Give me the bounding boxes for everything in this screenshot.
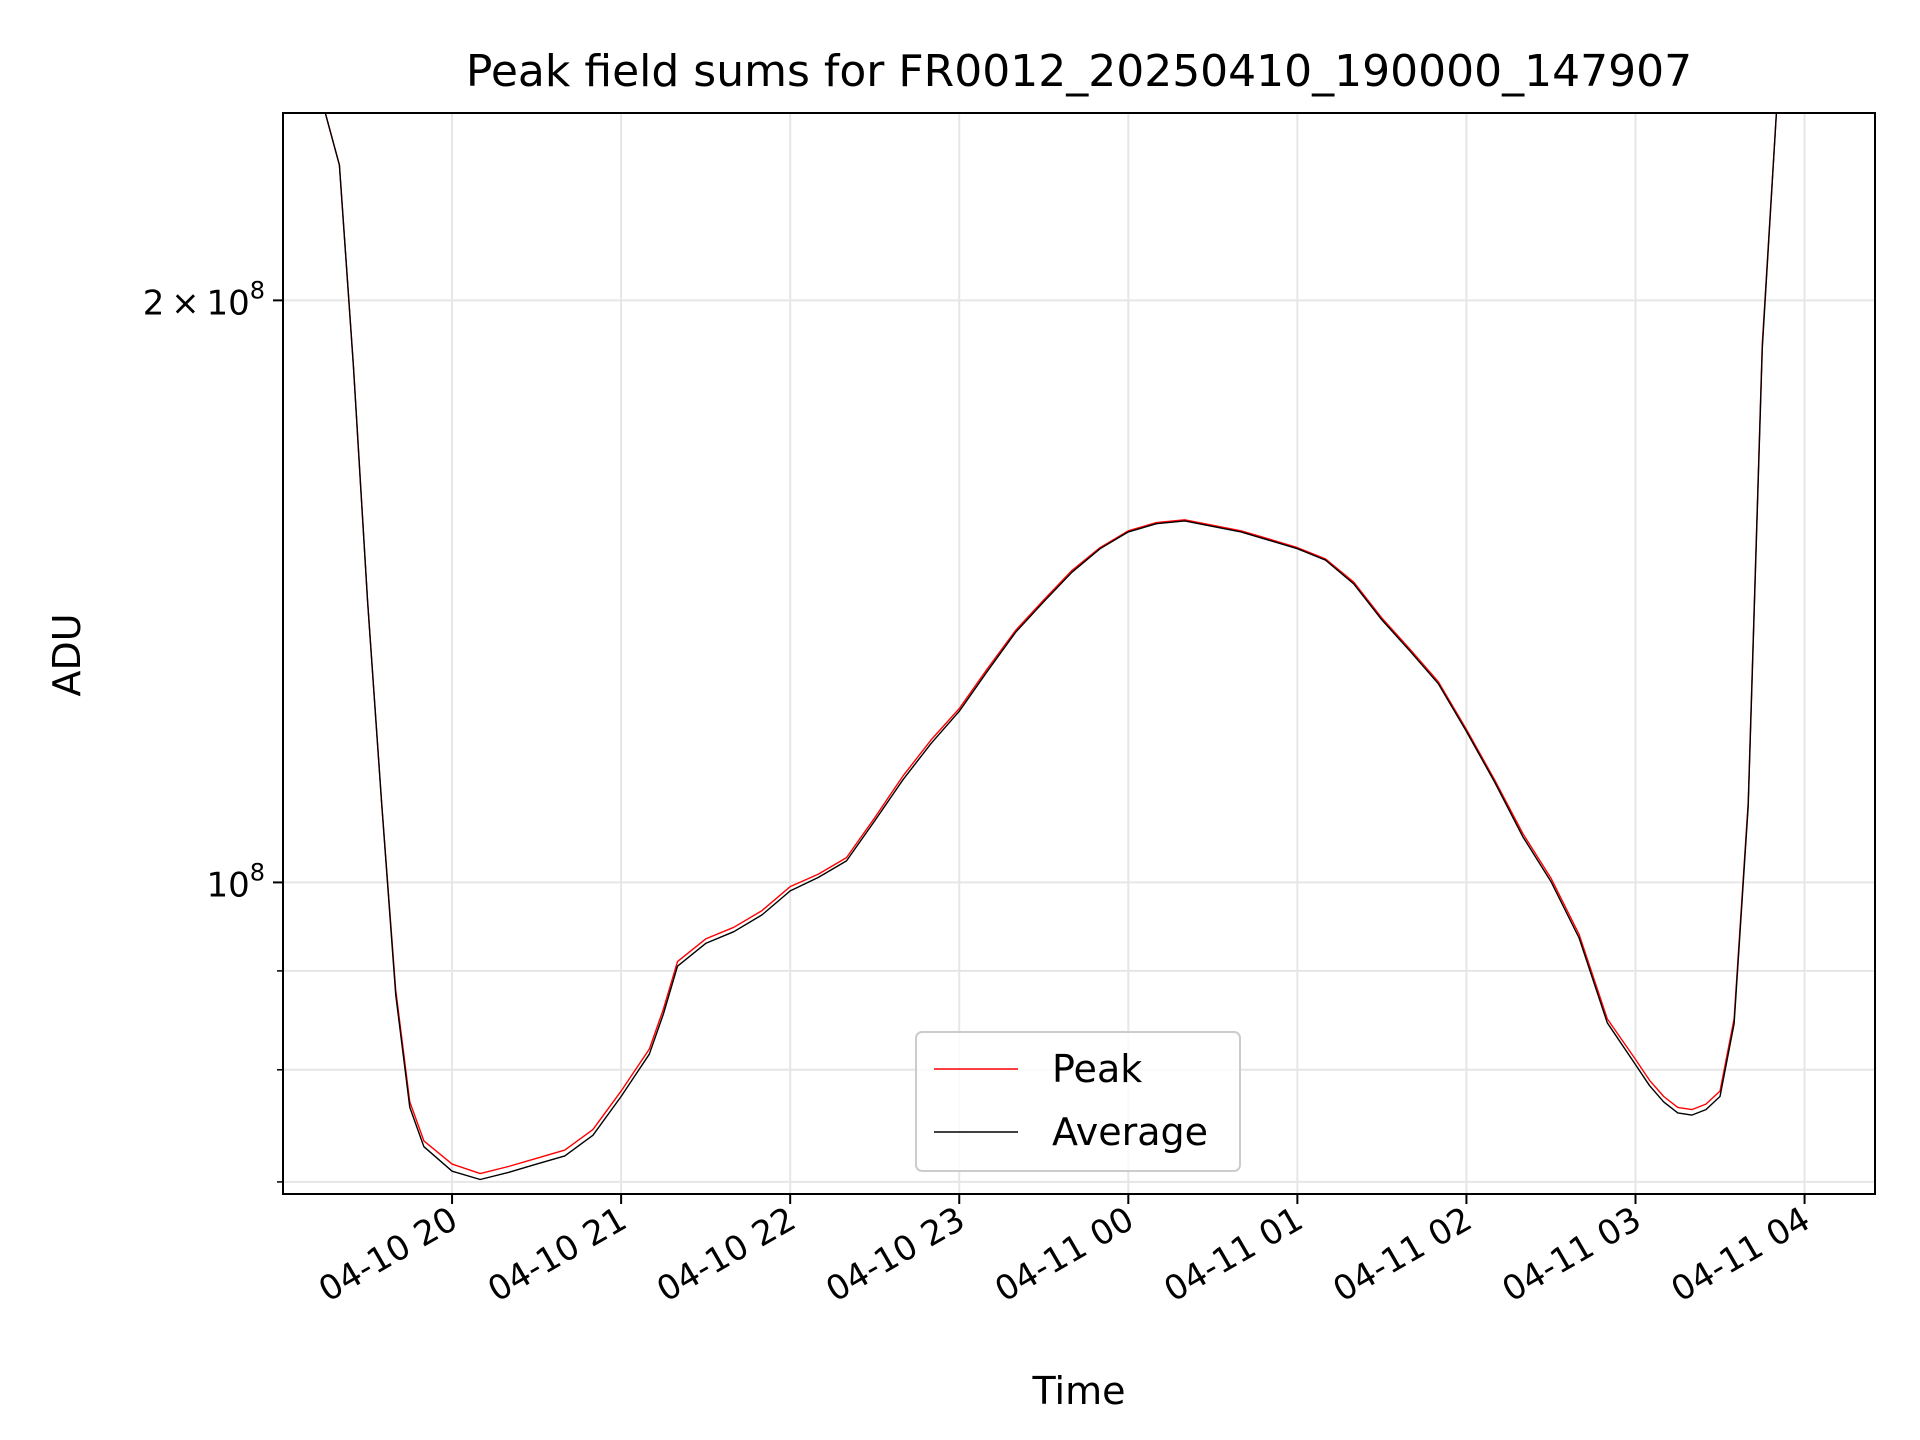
series-lines	[283, 113, 1875, 1181]
series-line-average	[283, 113, 1875, 1181]
legend: Peak Average	[915, 1031, 1241, 1172]
y-tick-label: 108	[206, 858, 265, 905]
y-axis-label: ADU	[45, 613, 89, 696]
plot-frame	[282, 112, 1876, 1195]
legend-box	[915, 1031, 1241, 1172]
y-tick-label: 2 × 108	[143, 276, 265, 323]
series-line-peak	[283, 113, 1875, 1175]
legend-label-peak: Peak	[1052, 1047, 1142, 1091]
y-axis-ticks: 108 2 × 108	[143, 276, 283, 1183]
x-axis-label: Time	[1032, 1369, 1126, 1413]
legend-label-average: Average	[1052, 1110, 1208, 1154]
chart-title: Peak field sums for FR0012_20250410_1900…	[466, 46, 1692, 97]
